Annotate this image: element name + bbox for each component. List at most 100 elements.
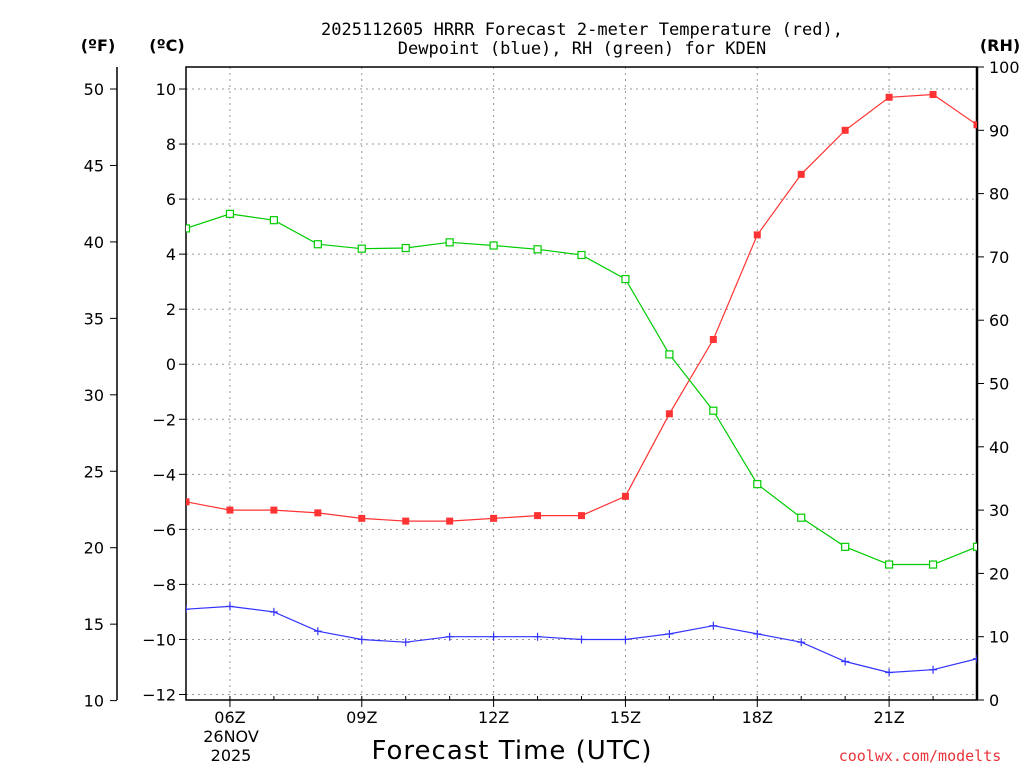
x-axis-title: Forecast Time (UTC): [371, 736, 652, 766]
time-axis: 06Z 09Z 12Z 15Z 18Z 21Z: [185, 696, 978, 727]
rh-tick-label: 0: [989, 691, 999, 710]
rh-unit-label: (RH): [980, 36, 1020, 55]
celsius-tick-label: 6: [166, 190, 176, 209]
fahrenheit-tick-label: 50: [84, 80, 104, 99]
temperature-point: [621, 492, 629, 500]
celsius-tick-label: −12: [142, 685, 176, 704]
temperature-line: [186, 93, 977, 522]
date-year-label: 2025: [211, 746, 252, 765]
series: [186, 91, 977, 677]
chart-title-line1: 2025112605 HRRR Forecast 2-meter Tempera…: [321, 20, 843, 40]
celsius-tick-label: −10: [142, 630, 176, 649]
rh-point: [225, 209, 235, 218]
dewpoint-point: [186, 605, 190, 614]
celsius-tick-label: 10: [156, 80, 176, 99]
dewpoint-point: [885, 668, 894, 677]
rh-point: [186, 224, 191, 233]
credit-label: coolwx.com/modelts: [839, 747, 1002, 765]
time-tick-label: 18Z: [742, 708, 773, 727]
celsius-tick-label: −2: [152, 410, 176, 429]
rh-tick-label: 30: [989, 501, 1009, 520]
fahrenheit-tick-label: 15: [84, 615, 104, 634]
rh-point: [445, 238, 454, 247]
rh-point: [269, 216, 278, 225]
celsius-tick-label: 8: [166, 135, 176, 154]
rh-point: [313, 240, 322, 249]
time-tick-label: 15Z: [610, 708, 641, 727]
rh-tick-label: 70: [989, 248, 1009, 267]
rh-series: [186, 209, 977, 569]
rh-point: [797, 513, 806, 522]
date-day-label: 26NOV: [203, 727, 259, 746]
temperature-point: [270, 506, 278, 514]
fahrenheit-axis: 50 45 40 35 30 25 20 15 10: [84, 80, 117, 711]
dewpoint-point: [621, 635, 630, 644]
dewpoint-point: [841, 657, 850, 666]
celsius-tick-label: 4: [166, 245, 176, 264]
dewpoint-point: [269, 607, 278, 616]
rh-tick-label: 100: [989, 58, 1020, 77]
temperature-point: [753, 231, 761, 239]
rh-point: [489, 241, 498, 250]
rh-point: [533, 245, 542, 254]
fahrenheit-tick-label: 40: [84, 233, 104, 252]
dewpoint-series: [186, 602, 977, 677]
temperature-point: [929, 91, 937, 99]
fahrenheit-tick-label: 30: [84, 386, 104, 405]
dewpoint-point: [489, 632, 498, 641]
celsius-tick-label: 0: [166, 355, 176, 374]
fahrenheit-tick-label: 20: [84, 539, 104, 558]
temperature-point: [446, 517, 454, 525]
time-tick-label: 12Z: [478, 708, 509, 727]
dewpoint-point: [357, 635, 366, 644]
dewpoint-point: [313, 627, 322, 636]
fahrenheit-tick-label: 10: [84, 692, 104, 711]
rh-tick-label: 40: [989, 438, 1009, 457]
celsius-tick-label: 2: [166, 300, 176, 319]
temperature-point: [709, 335, 717, 343]
celsius-tick-label: −6: [152, 520, 176, 539]
rh-point: [885, 560, 894, 569]
rh-point: [401, 243, 410, 253]
rh-tick-label: 80: [989, 185, 1009, 204]
dewpoint-point: [797, 638, 806, 647]
dewpoint-point: [665, 629, 674, 638]
rh-point: [621, 274, 630, 284]
fahrenheit-tick-label: 45: [84, 156, 104, 175]
fahrenheit-unit-label: (ºF): [81, 36, 116, 55]
dewpoint-point: [401, 638, 410, 647]
dewpoint-point: [973, 654, 977, 663]
rh-tick-label: 60: [989, 311, 1009, 330]
dewpoint-point: [929, 665, 938, 674]
temperature-point: [885, 93, 893, 101]
time-tick-label: 21Z: [873, 708, 904, 727]
temperature-point: [358, 514, 366, 522]
time-tick-label: 09Z: [346, 708, 377, 727]
rh-point: [709, 406, 718, 415]
rh-point: [972, 542, 977, 551]
celsius-tick-label: −8: [152, 575, 176, 594]
dewpoint-point: [533, 632, 542, 641]
grid: [186, 67, 977, 700]
temperature-point: [490, 514, 498, 522]
temperature-series: [186, 91, 977, 525]
rh-point: [665, 350, 674, 359]
temperature-point: [797, 170, 805, 178]
dewpoint-point: [225, 602, 234, 611]
rh-point: [928, 560, 938, 569]
celsius-tick-label: −4: [152, 465, 176, 484]
rh-tick-label: 10: [989, 628, 1009, 647]
temperature-point: [314, 509, 322, 517]
rh-point: [357, 244, 366, 253]
dewpoint-point: [709, 621, 718, 630]
temperature-point: [186, 498, 190, 506]
chart-title-line2: Dewpoint (blue), RH (green) for KDEN: [398, 39, 766, 59]
temperature-point: [534, 512, 542, 520]
celsius-unit-label: (ºC): [149, 36, 184, 55]
temperature-point: [973, 121, 977, 129]
rh-point: [753, 480, 762, 489]
dewpoint-point: [753, 629, 762, 638]
temperature-point: [578, 512, 585, 520]
